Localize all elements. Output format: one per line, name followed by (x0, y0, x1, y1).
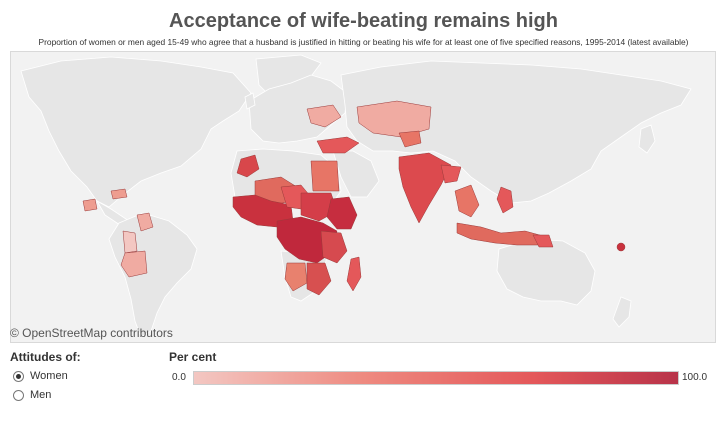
radio-men-label: Men (30, 389, 52, 401)
region-nepal-bangladesh (440, 164, 462, 184)
region-indonesia (456, 222, 548, 246)
north-america (20, 56, 252, 208)
page-subtitle: Proportion of women or men aged 15-49 wh… (38, 37, 689, 47)
region-philippines (496, 186, 514, 214)
region-ethiopia (326, 196, 358, 230)
new-zealand (612, 296, 632, 328)
legend-min-label: 0.0 (172, 372, 186, 383)
japan (638, 124, 656, 154)
region-haiti-dr (110, 188, 128, 200)
region-southern-africa (306, 262, 332, 296)
radio-women-label: Women (30, 370, 68, 382)
map-attribution: © OpenStreetMap contributors (10, 326, 173, 340)
radio-women-indicator[interactable] (13, 370, 24, 382)
region-east-africa (320, 230, 348, 264)
region-papua (532, 234, 554, 248)
arabia (332, 150, 380, 198)
legend-color-scale (193, 371, 679, 385)
region-india (398, 152, 452, 224)
page-title: Acceptance of wife-beating remains high (169, 10, 558, 32)
region-madagascar (346, 256, 362, 292)
region-pacific-island (616, 242, 626, 252)
region-peru (122, 230, 138, 254)
radio-women[interactable]: Women (13, 368, 68, 384)
region-morocco (236, 154, 260, 178)
region-ukraine (306, 104, 342, 128)
region-central-africa (276, 216, 338, 264)
map-canvas[interactable] (11, 52, 715, 342)
region-angola (284, 262, 308, 292)
data-countries (82, 100, 626, 296)
region-colombia (136, 212, 154, 232)
uk (244, 92, 256, 110)
radio-men-indicator[interactable] (13, 389, 24, 401)
legend-max-label: 100.0 (682, 372, 708, 383)
region-southeast-asia (454, 184, 480, 218)
asia (340, 60, 692, 204)
region-guatemala (82, 198, 98, 212)
south-america (108, 212, 198, 338)
australia (496, 238, 596, 306)
region-egypt (310, 160, 340, 192)
filter-label: Attitudes of: (10, 350, 81, 364)
region-turkey (316, 136, 360, 154)
world-map[interactable] (10, 51, 716, 343)
legend-title: Per cent (169, 350, 217, 364)
region-bolivia (120, 250, 148, 278)
radio-men[interactable]: Men (13, 387, 51, 403)
region-central-asia (398, 130, 422, 148)
